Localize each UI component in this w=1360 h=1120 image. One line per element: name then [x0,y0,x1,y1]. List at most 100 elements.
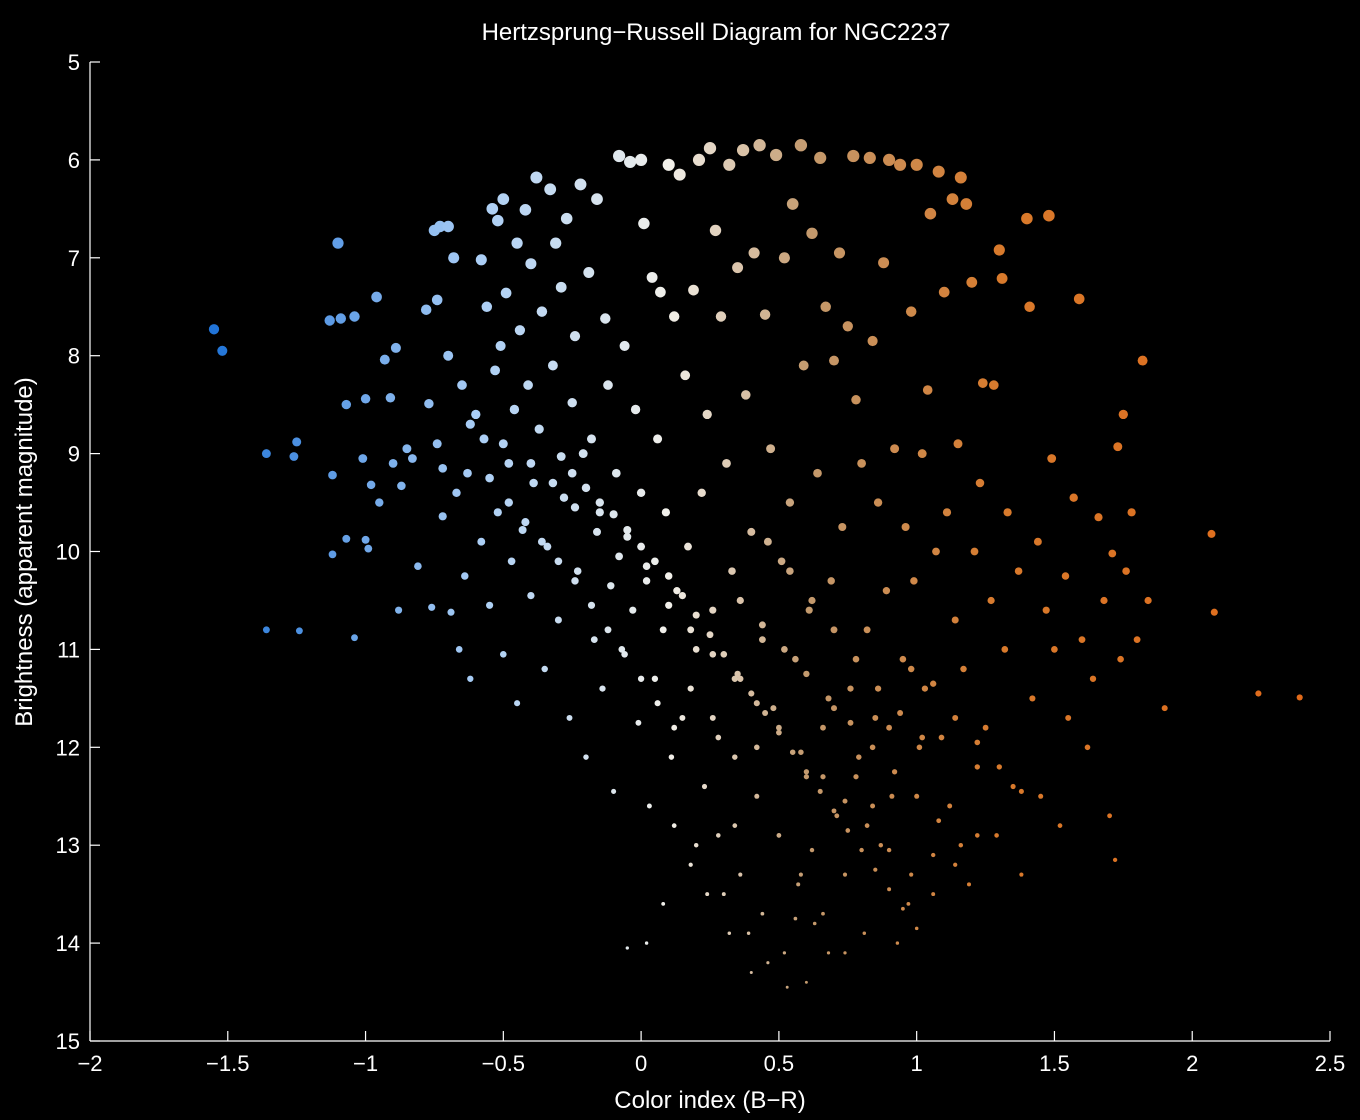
data-point [587,601,596,609]
data-point [889,793,895,799]
data-point [715,734,722,741]
data-point [1117,655,1124,663]
data-point [566,714,573,721]
data-point [842,872,848,877]
data-point [559,493,569,502]
data-point [630,404,641,415]
data-point [402,444,412,454]
data-point [493,508,502,517]
data-point [864,823,870,828]
data-point [668,311,680,322]
data-point [646,271,658,283]
data-point [523,380,533,390]
data-point [958,842,964,848]
data-point [741,390,751,400]
data-point [830,626,838,634]
data-point [642,562,651,571]
y-tick-label: 12 [56,735,80,760]
data-point [736,143,750,157]
data-point [703,142,717,155]
data-point [1073,293,1085,305]
data-point [292,437,302,447]
data-point [679,714,686,721]
y-tick-label: 11 [57,637,80,662]
y-tick-label: 6 [68,148,80,173]
data-point [486,202,499,215]
data-point [637,542,646,551]
data-point [556,452,566,461]
data-point [715,311,727,322]
data-point [623,525,632,535]
data-point [917,449,927,459]
data-point [806,227,818,239]
data-point [766,961,770,965]
data-point [525,258,537,270]
data-point [1038,793,1044,799]
data-point [485,473,494,483]
data-point [798,749,804,755]
data-point [838,522,847,532]
y-axis-label: Brightness (apparent magnitude) [11,377,38,727]
data-point [910,158,923,171]
x-tick-label: 0.5 [764,1051,795,1076]
data-point [432,439,442,449]
data-point [977,378,988,388]
data-point [1069,493,1078,502]
data-point [1084,744,1091,751]
data-point [509,404,520,415]
data-point [883,153,896,166]
data-point [897,710,904,716]
data-point [803,769,810,775]
data-point [499,650,507,658]
data-point [701,783,708,790]
data-point [583,267,595,278]
data-point [586,434,597,444]
data-point [448,252,460,264]
x-tick-label: 2.5 [1315,1051,1346,1076]
data-point [486,601,494,609]
data-point [477,537,486,546]
data-point [1042,606,1050,614]
data-point [782,951,787,955]
data-point [886,847,892,853]
data-point [1021,212,1033,225]
data-point [856,754,862,760]
data-point [537,537,546,546]
data-point [1210,608,1218,616]
data-point [736,596,744,605]
data-point [655,286,666,298]
data-point [746,931,751,936]
data-point [748,247,760,259]
data-point [857,459,866,468]
data-point [869,744,876,751]
data-point [654,700,661,707]
data-point [803,774,810,780]
data-point [720,650,728,658]
data-point [833,247,846,259]
x-tick-label: 1.5 [1039,1051,1070,1076]
data-point [870,803,876,809]
data-point [759,636,766,643]
data-point [569,331,581,342]
data-point [938,286,950,298]
data-point [862,931,867,936]
data-point [662,158,675,171]
data-point [692,611,700,619]
x-tick-label: 0 [635,1051,647,1076]
data-point [785,498,795,507]
data-point [796,882,801,887]
data-point [661,901,666,906]
data-point [1033,537,1042,546]
y-tick-label: 7 [68,246,80,271]
data-point [208,324,220,335]
data-point [385,393,396,403]
data-point [754,744,760,751]
data-point [996,272,1008,284]
data-point [753,700,760,707]
data-point [821,911,825,916]
data-point [664,572,673,580]
data-point [1061,572,1070,580]
data-point [599,685,606,692]
data-point [443,350,454,361]
data-point [635,153,648,166]
